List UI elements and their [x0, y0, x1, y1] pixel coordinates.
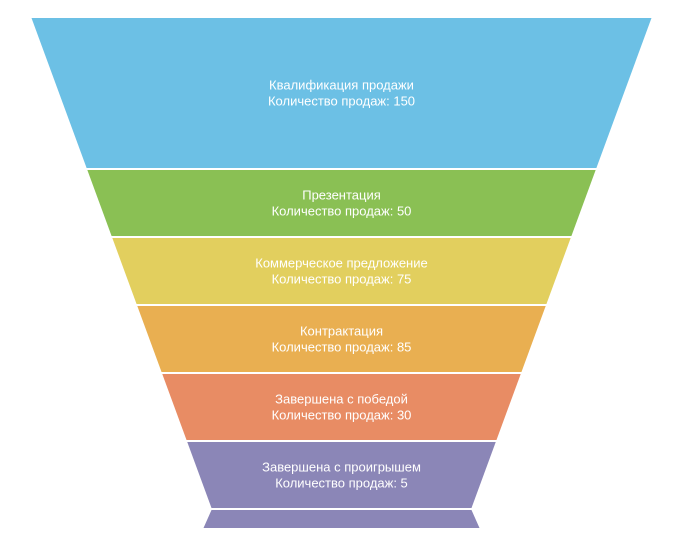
funnel-stage-value: Количество продаж: 50: [272, 204, 412, 219]
funnel-stage-label: Презентация: [302, 187, 381, 202]
funnel-stage-label: Завершена с проигрышем: [262, 459, 421, 474]
funnel-neck: [204, 510, 480, 528]
funnel-stage-label: Завершена с победой: [275, 391, 408, 406]
funnel-stage-label: Коммерческое предложение: [255, 255, 427, 270]
funnel-chart: Квалификация продажи Количество продаж: 1…: [0, 0, 683, 550]
funnel-stage-label: Квалификация продажи: [269, 77, 414, 92]
funnel-stage-value: Количество продаж: 5: [275, 476, 408, 491]
funnel-stage-value: Количество продаж: 75: [272, 272, 412, 287]
funnel-stage-label: Контрактация: [300, 323, 383, 338]
funnel-stage-value: Количество продаж: 150: [268, 94, 415, 109]
funnel-stage-value: Количество продаж: 30: [272, 408, 412, 423]
funnel-stage-value: Количество продаж: 85: [272, 340, 412, 355]
